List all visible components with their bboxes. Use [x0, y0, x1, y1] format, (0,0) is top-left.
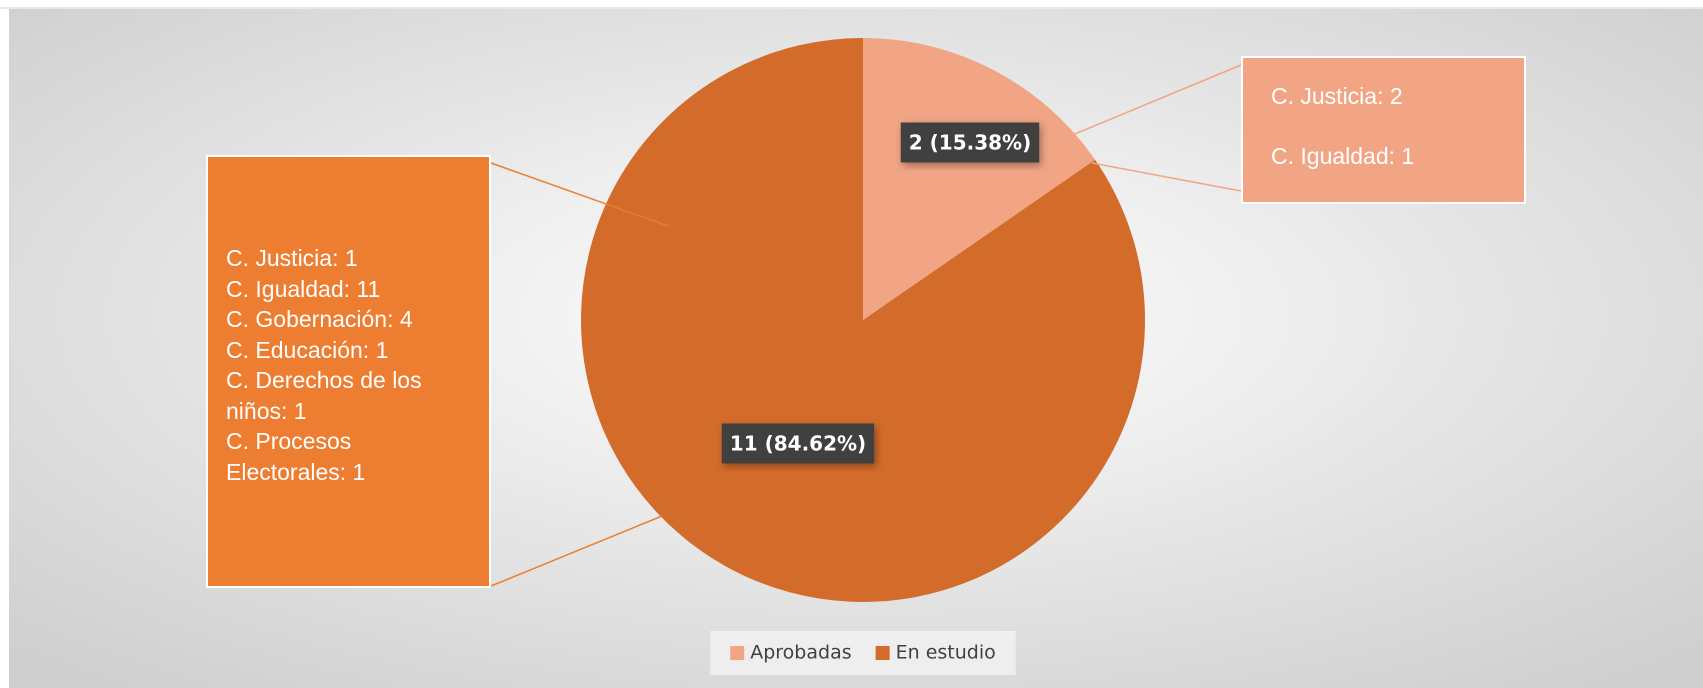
- callout-line: C. Igualdad: 11: [226, 275, 381, 302]
- value-label-box: [900, 122, 1040, 163]
- leader-line: [490, 515, 663, 587]
- callout-line: C. Justicia: 1: [226, 245, 358, 271]
- value-label-box: [721, 423, 875, 464]
- callout-box: C. Justicia: 1 C. Igualdad: 11 C. Gobernac…: [206, 155, 491, 588]
- legend-background: [710, 631, 1016, 675]
- callout-line: C. Procesos Electorales: 1: [226, 428, 366, 485]
- leader-line: [1091, 162, 1242, 192]
- value-label: 11 (84.62%): [721, 423, 875, 464]
- callout-line: C. Igualdad: 1: [1271, 143, 1415, 169]
- legend-swatch: [730, 646, 745, 660]
- callout-line: C. Educación: 1: [226, 336, 389, 363]
- callout-line: C. Gobernación: 4: [226, 306, 413, 332]
- value-label-text: 11 (84.62%): [730, 432, 866, 456]
- callout-line: C. Derechos de los niños: 1: [226, 367, 422, 424]
- legend-swatch: [875, 646, 890, 660]
- leader-line: [1069, 64, 1242, 137]
- callout-line: C. Justicia: 2: [1271, 83, 1403, 109]
- value-label: 2 (15.38%): [900, 122, 1040, 163]
- legend-label: Aprobadas: [750, 642, 851, 664]
- callout-box: C. Justicia: 2 C. Igualdad: 1: [1241, 56, 1526, 204]
- legend: Aprobadas En estudio: [710, 631, 1016, 675]
- value-label-text: 2 (15.38%): [909, 131, 1031, 155]
- legend-label: En estudio: [896, 642, 996, 664]
- leader-line: [490, 162, 669, 227]
- pie-slice: [863, 38, 1096, 320]
